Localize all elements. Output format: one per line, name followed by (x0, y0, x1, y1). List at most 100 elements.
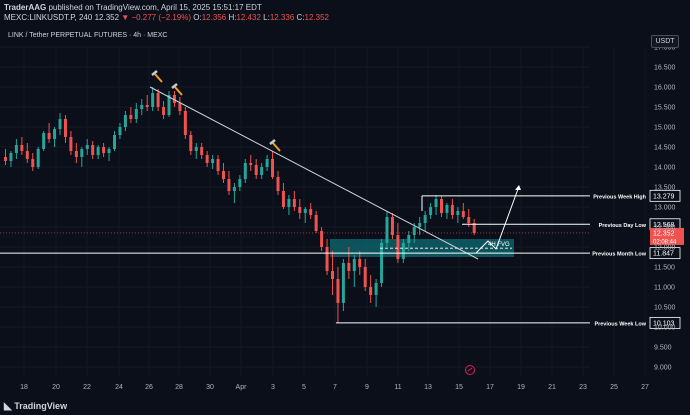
date-tick: 19 (517, 384, 525, 391)
candle-body (107, 149, 111, 153)
low-value: 12.336 (269, 13, 295, 22)
date-tick: 25 (610, 384, 618, 391)
date-tick: 22 (83, 384, 91, 391)
candle-body (401, 243, 405, 259)
price-axis: 17.000 16.500 16.000 15.500 15.000 14.500 14.0… (654, 45, 676, 372)
event-marker-icon[interactable] (465, 365, 475, 375)
candle-body (118, 127, 122, 135)
candle-body (467, 217, 471, 223)
candle-body (309, 209, 313, 215)
candle-body (47, 133, 51, 139)
tradingview-logo[interactable]: ◣ TradingView (4, 401, 67, 412)
candle-body (363, 267, 367, 287)
high-label: H: (228, 13, 237, 22)
hammer-icon (171, 83, 183, 96)
prev-day-low-price: 12.568 (653, 222, 675, 229)
candle-body (58, 119, 62, 129)
candle-body (390, 217, 394, 235)
ohlc-line: MEXC:LINKUSDT.P, 240 12.352 ▼ −0.277 (−2… (4, 13, 329, 22)
price-tick: 15.500 (654, 105, 676, 112)
candle-body (331, 271, 334, 279)
chart-title: LINK / Tether PERPETUAL FUTURES · 4h · M… (8, 32, 168, 39)
prev-month-low-price: 11.847 (653, 251, 674, 258)
projection-path[interactable] (475, 188, 519, 254)
candle-body (145, 105, 149, 107)
date-tick: 28 (175, 384, 183, 391)
date-tick: 13 (424, 384, 432, 391)
candle-body (341, 263, 345, 303)
candle-body (456, 211, 460, 215)
current-price-value: 12.352 (653, 230, 675, 237)
candle-body (260, 167, 264, 175)
date-tick: 23 (579, 384, 587, 391)
candle-body (472, 223, 476, 233)
arrow-head-icon (515, 185, 521, 190)
high-value: 12.432 (236, 13, 261, 22)
date-tick: 24 (115, 384, 123, 391)
candle-body (303, 209, 307, 213)
drawings: Previous Week High 13.279 Previous Day Low… (0, 70, 684, 375)
grid (0, 46, 646, 377)
fvg-label: 4H FVG (488, 242, 510, 248)
candle-body (42, 133, 46, 149)
candle-body (4, 157, 7, 161)
price-tick: 14.000 (654, 165, 676, 172)
candle-body (167, 95, 171, 115)
date-tick: 9 (365, 384, 369, 391)
candle-body (134, 109, 138, 119)
date-tick: 15 (455, 384, 463, 391)
author-name[interactable]: TraderAAG (4, 3, 47, 12)
price-tick: 13.500 (654, 185, 676, 192)
prev-week-low-price-tag (649, 316, 681, 329)
candle-body (183, 111, 187, 135)
price-tick: 17.000 (654, 45, 676, 52)
last-price: 12.352 (94, 13, 120, 22)
candle-body (254, 165, 258, 175)
candle-body (276, 177, 280, 191)
currency-button[interactable]: USDT (651, 35, 679, 48)
date-tick: 26 (145, 384, 153, 391)
candles (4, 87, 476, 323)
price-tick: 10.500 (654, 305, 676, 312)
candle-body (445, 205, 449, 213)
open-value: 12.356 (201, 13, 227, 22)
price-chart[interactable]: LINK / Tether PERPETUAL FUTURES · 4h · M… (0, 30, 690, 398)
trendline[interactable] (149, 86, 479, 260)
candle-body (211, 159, 215, 163)
candle-body (243, 163, 247, 179)
open-label: O: (193, 13, 202, 22)
candle-body (63, 119, 67, 137)
candle-body (216, 159, 220, 171)
current-price-tag (650, 227, 684, 245)
candle-body (80, 149, 84, 157)
hammer-icon (269, 139, 281, 152)
price-tick: 15.000 (654, 125, 676, 132)
prev-month-low-label: Previous Month Low (592, 252, 647, 258)
publish-info: published on TradingView.com, April 15, … (48, 3, 262, 12)
candle-body (14, 145, 18, 153)
prev-week-low-label: Previous Week Low (594, 321, 646, 327)
candle-body (31, 159, 35, 167)
candle-body (287, 199, 291, 207)
close-label: C: (296, 13, 305, 22)
candle-body (140, 105, 144, 109)
candle-body (102, 147, 106, 153)
date-tick: 21 (548, 384, 556, 391)
prev-month-low-price-tag (649, 247, 681, 260)
candle-body (440, 199, 443, 213)
candle-body (336, 279, 340, 303)
candle-body (380, 243, 384, 283)
candle-body (412, 227, 416, 235)
price-tick: 12.000 (654, 245, 676, 252)
prev-week-high-price-tag (649, 189, 681, 202)
date-tick: 7 (333, 384, 337, 391)
prev-week-high-label: Previous Week High (593, 194, 646, 200)
candle-body (374, 283, 378, 295)
candle-body (36, 149, 40, 167)
date-axis: 18 20 22 24 26 28 30 Apr 3 5 7 9 11 13 15 17 19 21 23 25 27 (20, 384, 649, 391)
symbol-line: MEXC:LINKUSDT.P, 240 (4, 13, 93, 22)
footer-brand: TradingView (14, 401, 68, 411)
candle-body (194, 147, 198, 151)
candle-body (358, 259, 362, 267)
price-tick: 10.000 (654, 325, 676, 332)
